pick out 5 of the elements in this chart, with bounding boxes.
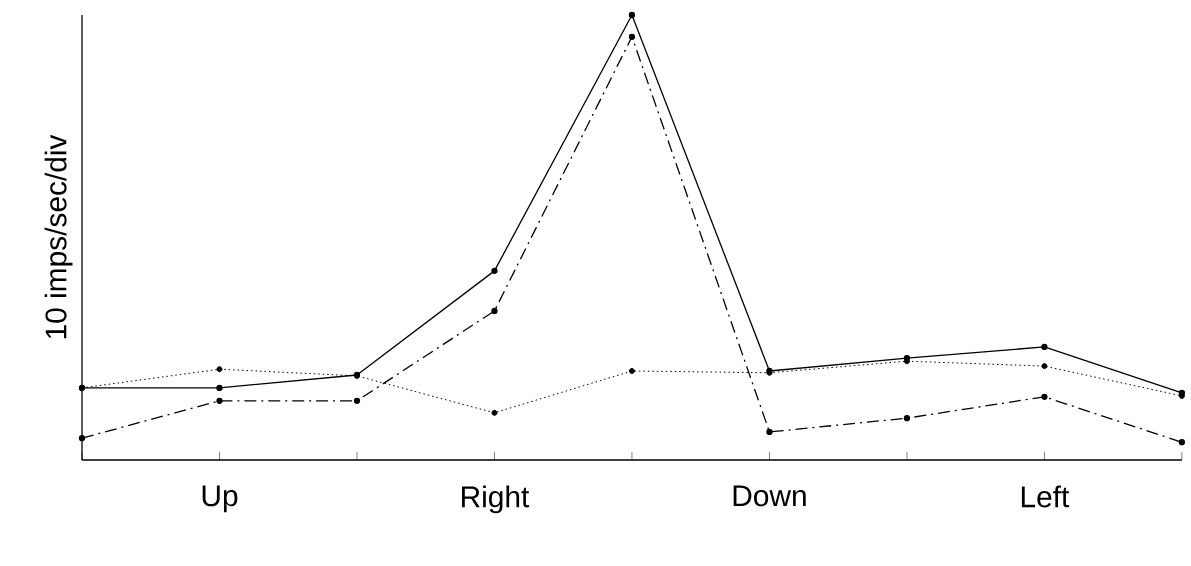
x-tick-label: Down	[733, 485, 806, 507]
y-axis-title: 10 imps/sec/div	[44, 134, 73, 339]
x-tick-label: Up	[202, 485, 238, 513]
x-tick-label: Right	[462, 485, 530, 514]
x-tick-label: Left	[1021, 485, 1070, 508]
